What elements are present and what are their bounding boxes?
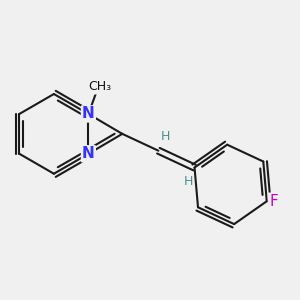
Text: H: H: [183, 175, 193, 188]
Text: N: N: [82, 146, 95, 161]
Text: H: H: [160, 130, 170, 143]
Text: N: N: [82, 106, 95, 122]
Text: CH₃: CH₃: [88, 80, 112, 94]
Text: F: F: [269, 194, 278, 209]
